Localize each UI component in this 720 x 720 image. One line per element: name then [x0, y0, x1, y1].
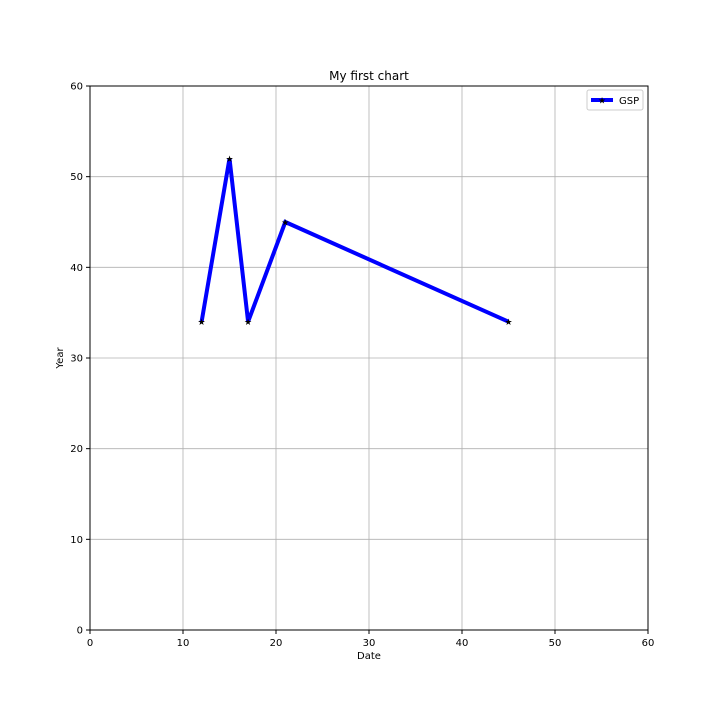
- legend-label-gsp: GSP: [619, 96, 639, 107]
- y-tick-label: 20: [70, 444, 83, 455]
- y-axis-ticks: 0 10 20 30 40 50 60: [70, 82, 90, 637]
- x-tick-label: 20: [270, 638, 283, 649]
- data-point-marker: ★: [244, 318, 252, 328]
- y-tick-label: 10: [70, 535, 83, 546]
- x-tick-label: 40: [456, 638, 469, 649]
- y-tick-label: 50: [70, 172, 83, 183]
- series-layer: ★ ★ ★ ★ ★: [198, 155, 513, 328]
- y-tick-label: 40: [70, 263, 83, 274]
- x-axis-ticks: 0 10 20 30 40 50 60: [87, 630, 655, 649]
- y-axis-label: Year: [55, 347, 66, 370]
- legend-box: [586, 89, 644, 111]
- x-tick-label: 0: [87, 638, 93, 649]
- x-tick-label: 30: [363, 638, 376, 649]
- x-axis-label: Date: [357, 651, 381, 662]
- data-point-marker: ★: [504, 318, 512, 328]
- y-tick-label: 60: [70, 82, 83, 93]
- series-line-gsp: [199, 158, 510, 324]
- data-point-marker: ★: [281, 219, 289, 229]
- data-point-marker: ★: [225, 155, 233, 165]
- y-tick-label: 30: [70, 354, 83, 365]
- x-tick-label: 10: [177, 638, 190, 649]
- chart-title: My first chart: [329, 69, 409, 83]
- x-tick-label: 60: [642, 638, 655, 649]
- y-tick-label: 0: [77, 626, 83, 637]
- legend-marker-gsp: ★: [598, 97, 606, 107]
- x-tick-label: 50: [549, 638, 562, 649]
- data-point-marker: ★: [198, 318, 206, 328]
- legend: ★ GSP: [586, 89, 644, 111]
